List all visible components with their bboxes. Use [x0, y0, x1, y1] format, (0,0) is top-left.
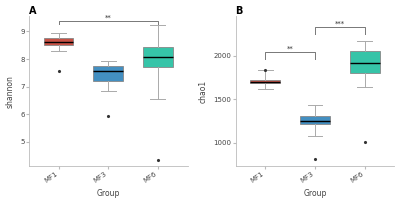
Y-axis label: chao1: chao1: [199, 80, 208, 103]
X-axis label: Group: Group: [303, 190, 327, 198]
PathPatch shape: [250, 81, 280, 83]
Text: B: B: [236, 6, 243, 16]
Y-axis label: shannon: shannon: [6, 75, 14, 108]
PathPatch shape: [93, 67, 123, 81]
Text: A: A: [29, 6, 36, 16]
Text: **: **: [105, 15, 112, 21]
Text: **: **: [287, 46, 294, 52]
PathPatch shape: [300, 116, 330, 124]
Text: ***: ***: [335, 20, 345, 27]
X-axis label: Group: Group: [96, 190, 120, 198]
PathPatch shape: [44, 38, 74, 45]
PathPatch shape: [143, 47, 173, 67]
PathPatch shape: [350, 51, 380, 73]
